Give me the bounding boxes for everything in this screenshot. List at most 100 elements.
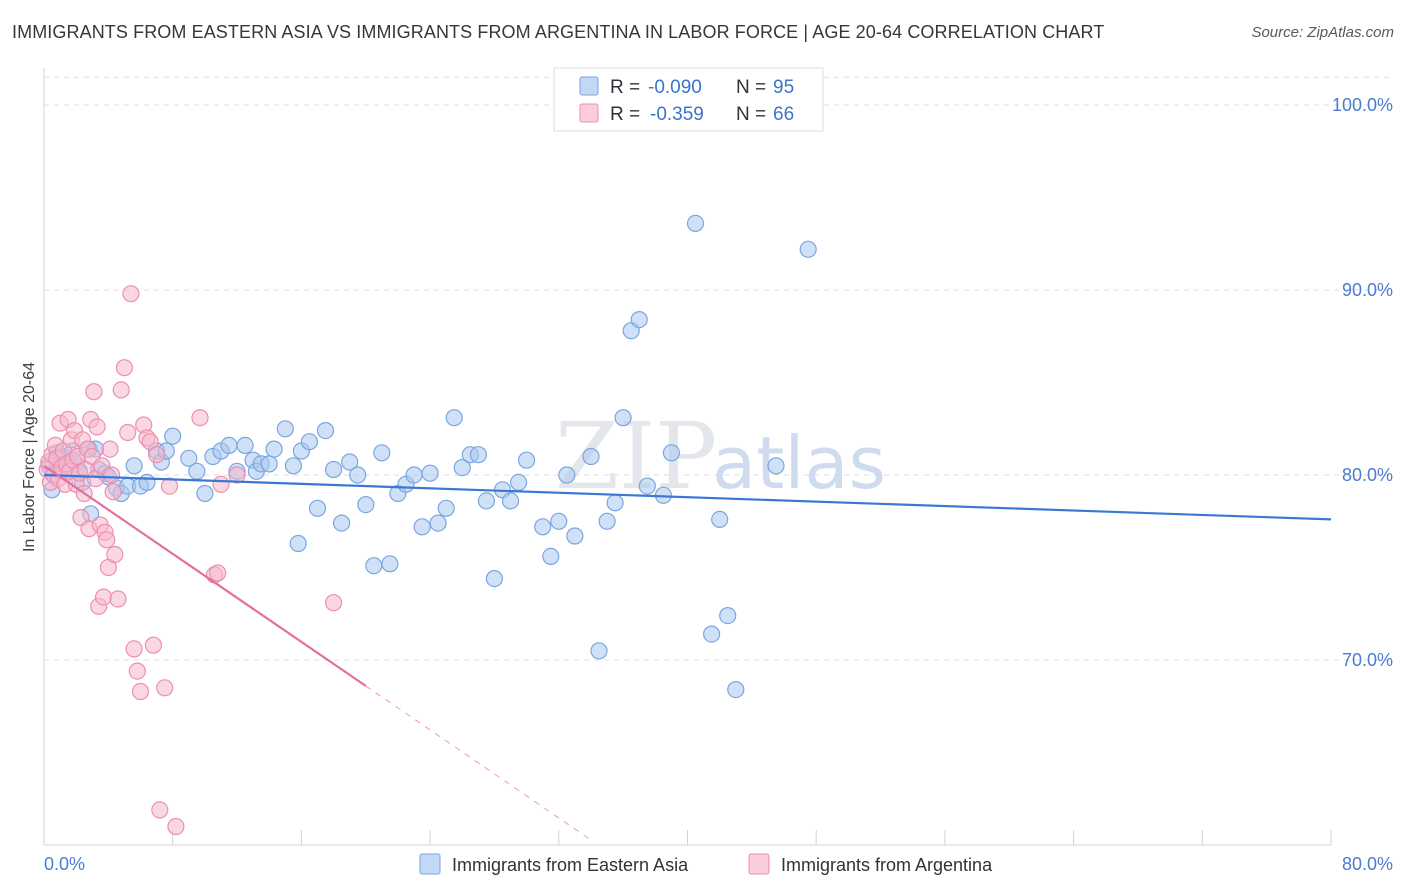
y-tick-label: 90.0% xyxy=(1342,280,1393,300)
eastern-asia-point xyxy=(138,473,156,491)
legend-r-value-1: -0.090 xyxy=(648,77,702,98)
eastern-asia-point xyxy=(437,499,455,517)
x-tick-label-min: 0.0% xyxy=(44,854,85,874)
argentina-point xyxy=(156,679,174,697)
legend-n-value-1: 95 xyxy=(773,77,794,98)
eastern-asia-point xyxy=(534,518,552,536)
trend-lines xyxy=(43,464,1332,841)
argentina-point xyxy=(148,446,166,464)
legend-r-label-1: R = xyxy=(610,77,640,98)
eastern-asia-point xyxy=(196,484,214,503)
zipatlas-watermark: ZIP atlas xyxy=(555,403,886,510)
eastern-asia-point xyxy=(289,534,307,553)
argentina-point xyxy=(106,545,124,564)
eastern-asia-point xyxy=(702,625,721,643)
x-axis-ticks xyxy=(43,830,1332,845)
argentina-point xyxy=(88,418,106,436)
argentina-point xyxy=(102,466,121,484)
correlation-legend: R = -0.090 N = 95 R = -0.359 N = 66 xyxy=(553,67,824,132)
watermark-atlas: atlas xyxy=(712,421,886,505)
argentina-point xyxy=(228,466,246,484)
eastern-asia-point xyxy=(509,473,528,491)
argentina-point xyxy=(119,423,137,442)
eastern-asia-point xyxy=(333,514,351,532)
argentina-point xyxy=(85,383,103,401)
eastern-asia-point xyxy=(180,449,198,467)
eastern-asia-point xyxy=(485,569,503,588)
eastern-asia-point xyxy=(381,555,399,573)
eastern-asia-point xyxy=(325,460,343,479)
eastern-asia-point xyxy=(260,455,278,473)
eastern-asia-point xyxy=(316,422,335,440)
eastern-asia-point xyxy=(542,547,560,566)
argentina-point xyxy=(94,588,113,606)
argentina-point xyxy=(115,359,134,377)
eastern-asia-trend-line xyxy=(43,473,1332,521)
argentina-trend-line xyxy=(43,464,367,687)
eastern-asia-point xyxy=(220,436,238,454)
y-axis-label: In Labor Force | Age 20-64 xyxy=(21,362,38,552)
eastern-asia-point xyxy=(188,462,206,480)
eastern-asia-point xyxy=(558,466,576,484)
series-legend: Immigrants from Eastern Asia Immigrants … xyxy=(419,853,993,875)
legend-r-label-2: R = xyxy=(610,104,640,125)
eastern-asia-point xyxy=(357,496,375,514)
eastern-asia-point xyxy=(405,466,423,484)
eastern-asia-point xyxy=(265,440,283,458)
eastern-asia-point xyxy=(300,433,318,451)
y-tick-label: 70.0% xyxy=(1342,650,1393,670)
chart-title: IMMIGRANTS FROM EASTERN ASIA VS IMMIGRAN… xyxy=(12,22,1105,42)
argentina-point xyxy=(128,662,146,680)
eastern-asia-point xyxy=(598,512,616,530)
eastern-asia-point xyxy=(550,512,568,530)
argentina-trend-extension xyxy=(365,685,592,841)
y-tick-label: 100.0% xyxy=(1332,95,1393,115)
eastern-asia-point xyxy=(445,409,463,427)
eastern-asia-point xyxy=(517,451,536,469)
eastern-asia-point xyxy=(365,557,383,575)
argentina-point xyxy=(125,640,143,658)
eastern-asia-point xyxy=(630,311,648,329)
argentina-point xyxy=(167,817,185,836)
eastern-asia-point xyxy=(662,444,681,462)
legend-n-label-1: N = xyxy=(736,77,766,98)
eastern-asia-point xyxy=(566,527,584,545)
eastern-asia-point xyxy=(590,642,608,660)
eastern-asia-point xyxy=(469,446,487,464)
eastern-asia-point xyxy=(453,459,471,477)
eastern-asia-point xyxy=(276,420,294,438)
grid-lines xyxy=(44,76,1393,661)
eastern-asia-point xyxy=(349,466,367,484)
series-eastern-asia-points xyxy=(40,214,817,699)
eastern-asia-point xyxy=(606,494,624,512)
eastern-asia-point xyxy=(284,457,302,475)
argentina-point xyxy=(209,564,227,582)
argentina-point xyxy=(104,483,122,501)
x-tick-label-max: 80.0% xyxy=(1342,854,1393,874)
bottom-legend-label-eastern-asia: Immigrants from Eastern Asia xyxy=(452,855,689,875)
eastern-asia-point xyxy=(799,240,817,258)
argentina-point xyxy=(98,531,116,549)
eastern-asia-point xyxy=(638,477,656,495)
argentina-point xyxy=(191,409,209,427)
argentina-point xyxy=(101,440,119,458)
argentina-point xyxy=(325,594,343,612)
eastern-asia-point xyxy=(373,444,391,462)
eastern-asia-point xyxy=(341,453,359,471)
eastern-asia-point xyxy=(614,409,632,427)
series-argentina-points xyxy=(38,285,343,836)
eastern-asia-point xyxy=(429,514,447,532)
eastern-asia-point xyxy=(164,427,182,445)
eastern-asia-point xyxy=(727,680,745,699)
eastern-asia-point xyxy=(767,457,785,475)
argentina-point xyxy=(144,636,162,654)
bottom-legend-swatch-eastern-asia xyxy=(419,853,441,875)
source-label: Source: ZipAtlas.com xyxy=(1251,24,1394,41)
bottom-legend-swatch-argentina xyxy=(748,853,770,875)
y-tick-label: 80.0% xyxy=(1342,465,1393,485)
eastern-asia-point xyxy=(686,214,705,232)
legend-swatch-argentina xyxy=(579,103,599,123)
argentina-point xyxy=(112,381,130,399)
bottom-legend-label-argentina: Immigrants from Argentina xyxy=(781,855,993,875)
